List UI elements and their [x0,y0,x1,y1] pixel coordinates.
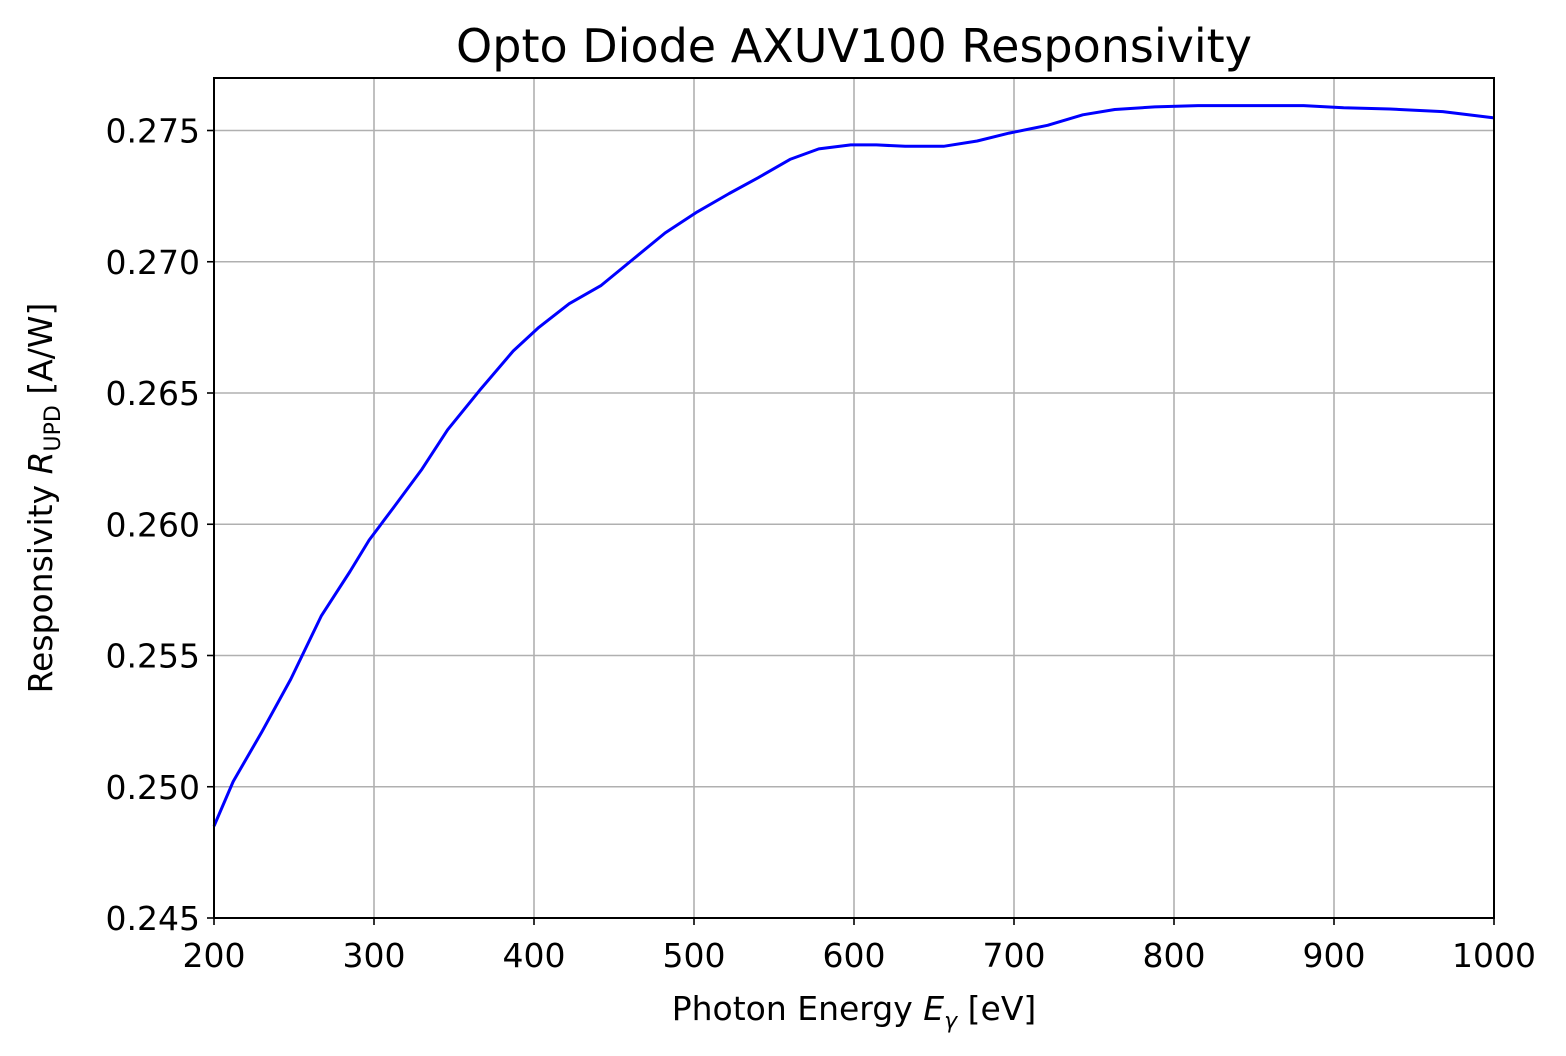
x-tick-label: 800 [1143,936,1206,975]
y-tick-label: 0.255 [106,637,200,676]
y-tick-label: 0.245 [106,899,200,938]
grid [213,78,1495,919]
x-tick-label: 900 [1303,936,1366,975]
y-tick-label: 0.275 [106,112,200,151]
series-layer [212,104,1495,827]
x-tick-label: 600 [823,936,886,975]
y-tick-label: 0.260 [106,505,200,544]
x-tick-label: 200 [183,936,246,975]
x-axis-label-symbol: E [923,989,944,1028]
x-tick-label: 1000 [1452,936,1536,975]
x-axis-label-prefix: Photon Energy [672,989,924,1028]
chart-title: Opto Diode AXUV100 Responsivity [456,19,1252,73]
y-axis-label-subscript: UPD [41,405,66,451]
y-axis-label-suffix: [A/W] [21,303,60,406]
x-tick-label: 300 [343,936,406,975]
x-tick-label: 400 [503,936,566,975]
y-axis: 0.245 0.250 0.255 0.260 0.265 0.270 0.275 [106,112,214,938]
x-tick-label: 500 [663,936,726,975]
y-axis-label-symbol: R [21,451,60,474]
x-axis-label-suffix: [eV] [957,989,1036,1028]
x-axis: 200 300 400 500 600 700 800 900 1000 [183,918,1536,975]
y-axis-label-prefix: Responsivity [21,474,60,693]
x-tick-label: 700 [983,936,1046,975]
x-axis-label: Photon Energy Eγ [eV] [672,989,1037,1034]
x-axis-label-subscript: γ [944,1009,958,1034]
y-axis-label: Responsivity RUPD [A/W] [21,303,66,694]
series-line [212,104,1495,827]
y-tick-label: 0.270 [106,243,200,282]
y-tick-label: 0.265 [106,374,200,413]
y-tick-label: 0.250 [106,768,200,807]
